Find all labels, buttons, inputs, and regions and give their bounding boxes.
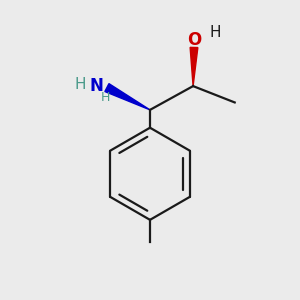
Polygon shape bbox=[105, 84, 150, 110]
Polygon shape bbox=[190, 47, 198, 86]
Text: O: O bbox=[187, 31, 201, 49]
Text: H: H bbox=[74, 77, 86, 92]
Text: H: H bbox=[210, 25, 221, 40]
Text: N: N bbox=[90, 77, 104, 95]
Text: H: H bbox=[101, 91, 110, 103]
